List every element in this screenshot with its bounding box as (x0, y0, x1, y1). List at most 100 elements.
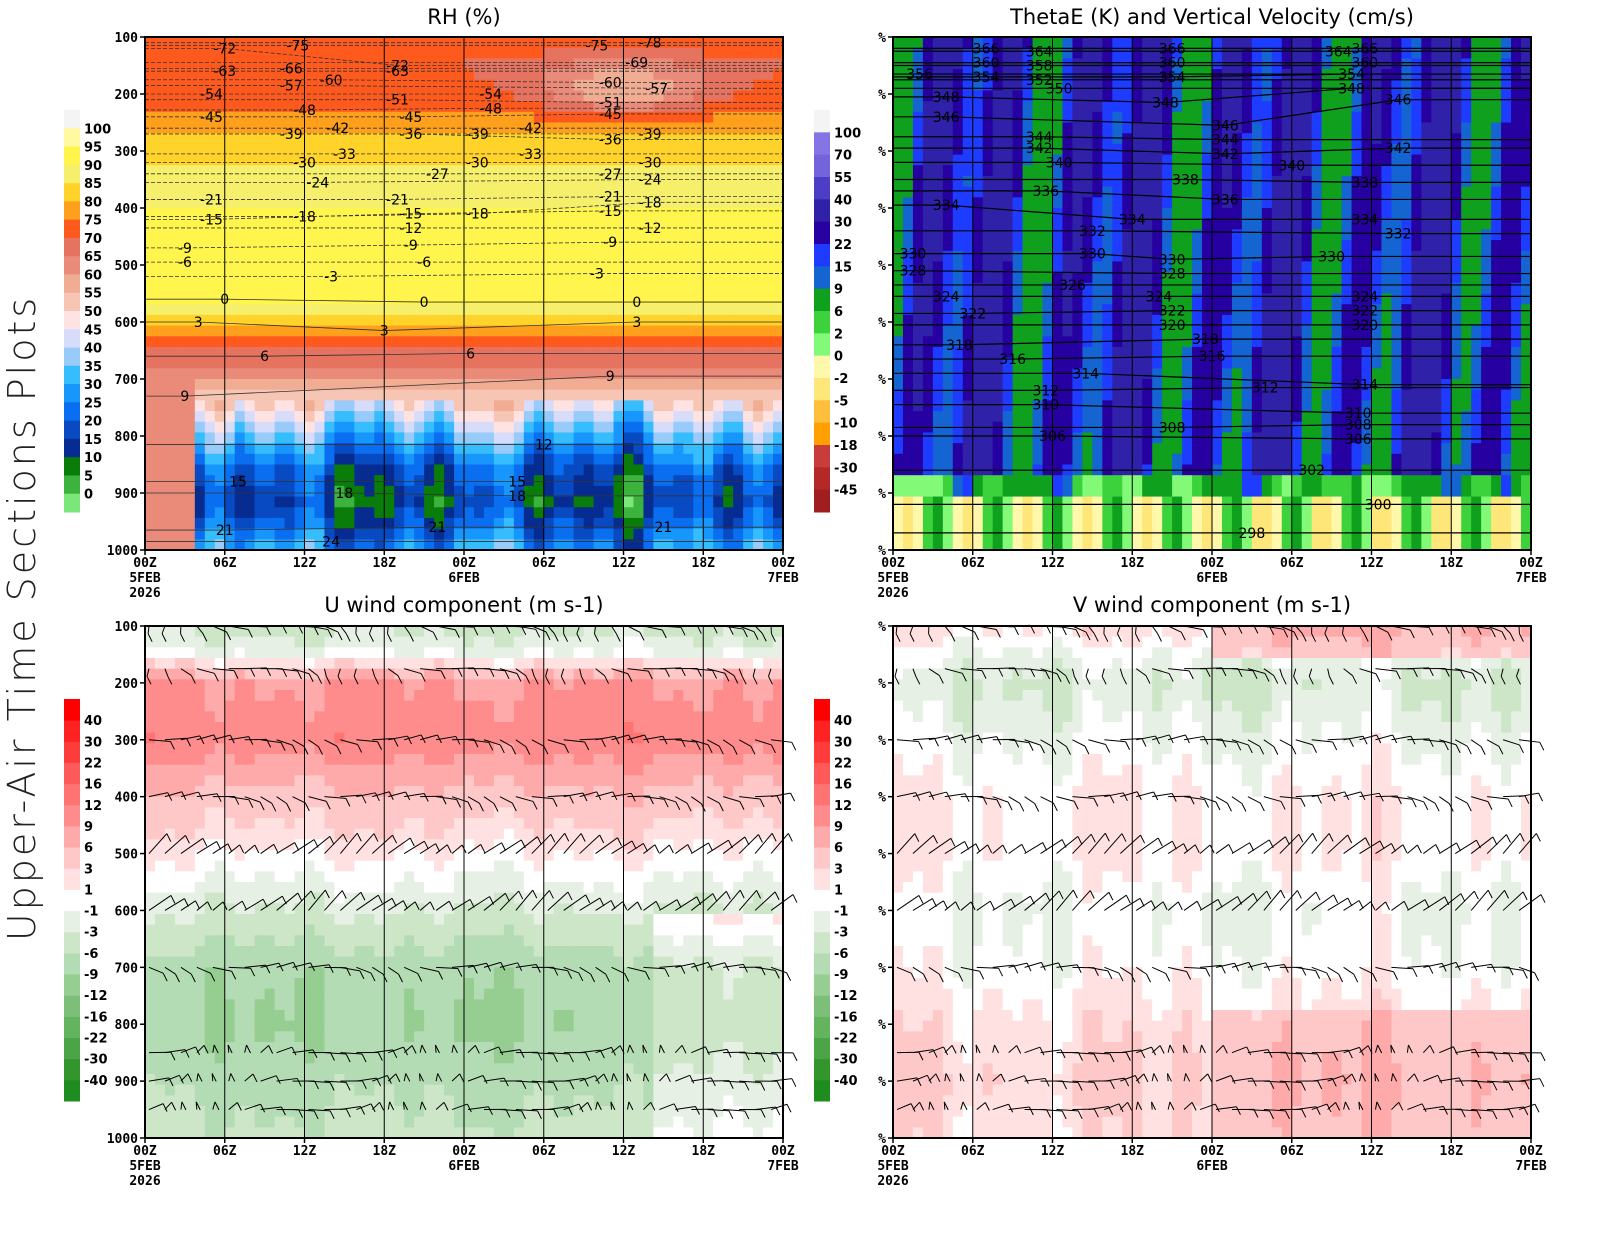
field-cell (234, 111, 246, 124)
field-cell (214, 496, 226, 508)
field-cell (1122, 272, 1133, 284)
field-cell (1012, 186, 1024, 198)
field-cell (633, 314, 645, 327)
field-cell (1002, 208, 1014, 220)
field-cell (673, 58, 684, 70)
field-cell (424, 79, 435, 92)
field-cell (1022, 186, 1034, 198)
field-cell (1052, 368, 1064, 380)
field-cell (763, 175, 774, 188)
field-cell (972, 133, 984, 145)
field-cell (533, 197, 545, 209)
field-cell (982, 485, 994, 498)
field-cell (164, 186, 176, 198)
field-cell (274, 282, 286, 295)
field-cell (304, 357, 316, 369)
field-cell (922, 229, 934, 241)
field-cell (1092, 496, 1103, 508)
field-cell (214, 261, 226, 273)
field-cell (982, 175, 994, 188)
field-cell (713, 175, 724, 188)
field-cell (952, 37, 964, 49)
field-cell (753, 79, 764, 92)
field-cell (1132, 528, 1143, 540)
field-cell (334, 197, 345, 209)
field-cell (922, 111, 934, 124)
field-cell (723, 432, 734, 444)
field-cell (164, 90, 176, 102)
field-cell (673, 411, 684, 423)
field-cell (164, 432, 176, 444)
field-cell (912, 69, 924, 81)
field-cell (324, 218, 336, 230)
field-cell (893, 47, 904, 59)
field-cell (603, 496, 615, 508)
y-tick-label: 100 (115, 31, 139, 46)
field-cell (523, 229, 535, 241)
field-cell (623, 453, 635, 466)
field-cell (473, 432, 485, 444)
contour-label: -57 (645, 81, 668, 97)
field-cell (274, 379, 286, 391)
field-cell (733, 165, 744, 177)
field-cell (683, 282, 694, 295)
field-cell (713, 240, 724, 252)
field-cell (703, 528, 714, 540)
field-cell (1092, 208, 1103, 220)
field-cell (693, 453, 704, 466)
field-cell (932, 143, 944, 156)
field-cell (573, 154, 585, 166)
field-cell (444, 464, 455, 476)
field-cell (414, 464, 425, 476)
field-cell (613, 250, 625, 263)
field-cell (932, 496, 944, 508)
field-cell (274, 154, 286, 166)
field-cell (693, 165, 704, 177)
field-cell (374, 528, 385, 540)
field-cell (164, 47, 176, 59)
field-cell (942, 69, 954, 81)
field-cell (354, 47, 365, 59)
field-cell (1221, 250, 1233, 263)
contour-label: 21 (429, 520, 447, 536)
field-cell (1112, 122, 1123, 134)
field-cell (294, 282, 306, 295)
field-cell (1072, 368, 1084, 380)
field-cell (1142, 517, 1153, 530)
field-cell (473, 261, 485, 273)
field-cell (693, 90, 704, 102)
field-cell (1182, 304, 1193, 316)
field-cell (374, 475, 385, 487)
field-cell (314, 154, 326, 166)
field-cell (663, 485, 674, 498)
field-cell (922, 443, 934, 455)
field-cell (603, 58, 615, 70)
field-cell (613, 485, 625, 498)
field-cell (663, 293, 674, 305)
field-cell (1221, 517, 1233, 530)
field-cell (384, 443, 395, 455)
contour-line (145, 273, 783, 277)
field-cell (703, 336, 714, 348)
field-cell (523, 379, 535, 391)
field-cell (533, 517, 545, 530)
field-cell (424, 314, 435, 327)
colorbar-swatch (64, 311, 80, 330)
colorbar-swatch (64, 475, 80, 495)
field-cell (1192, 357, 1203, 369)
field-cell (324, 90, 336, 102)
field-cell (334, 261, 345, 273)
field-cell (982, 229, 994, 241)
field-cell (164, 496, 176, 508)
field-cell (1202, 411, 1213, 423)
field-cell (244, 133, 256, 145)
field-cell (653, 101, 664, 113)
field-cell (154, 443, 166, 455)
field-cell (1062, 133, 1074, 145)
field-cell (1202, 475, 1213, 487)
field-cell (1221, 314, 1233, 327)
field-cell (493, 229, 505, 241)
field-cell (224, 496, 236, 508)
field-cell (444, 475, 455, 487)
field-cell (673, 325, 684, 337)
